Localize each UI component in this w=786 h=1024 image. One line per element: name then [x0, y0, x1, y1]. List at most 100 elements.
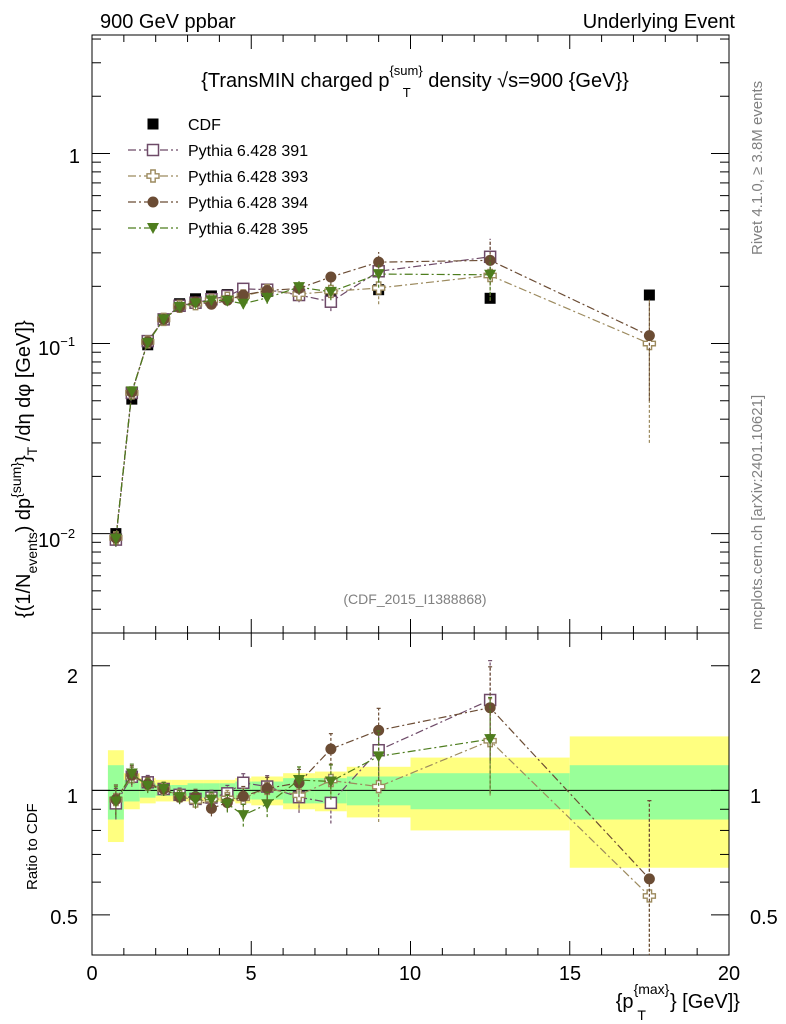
x-axis-title-a: {p [616, 991, 634, 1013]
legend-label-2: Pythia 6.428 393 [188, 169, 308, 186]
header-right-label: Underlying Event [583, 11, 736, 33]
legend-marker-3 [147, 196, 159, 208]
y-axis-tick-labels: 1 10−1 10−2 [38, 146, 80, 552]
legend-label-4: Pythia 6.428 395 [188, 221, 308, 238]
ratio-point-pythia-3-8 [237, 790, 249, 802]
x-axis-title-sup: {max} [634, 981, 670, 997]
series-line-4 [115, 273, 491, 539]
y-tick-label-0.1-exp: −1 [60, 334, 75, 349]
ratio-tick-label-2-left: 2 [67, 666, 78, 688]
x-axis-tick-labels: 0 5 10 15 20 [86, 963, 740, 985]
y-axis-title-c: } [13, 455, 35, 462]
y-tick-label-0.01-exp: −2 [60, 526, 75, 541]
y-tick-label-0.1-base: 10 [38, 338, 60, 360]
x-tick-label-20: 20 [718, 963, 740, 985]
ratio-point-pythia-4-0 [109, 796, 122, 808]
x-tick-label-0: 0 [86, 963, 97, 985]
point-pythia-3-12 [373, 256, 385, 268]
ratio-tick-label-0.5-left: 0.5 [50, 907, 78, 929]
chart-title-sup: {sum} [389, 63, 423, 78]
y-axis-title-sup: {sum} [8, 462, 24, 498]
y-axis-title: {(1/Nevents) dp{sum}}T /dη dφ [GeV]} [8, 320, 40, 618]
point-pythia-2-12 [371, 281, 386, 295]
point-pythia-4-6 [205, 295, 218, 307]
x-tick-label-10: 10 [399, 963, 421, 985]
point-pythia-4-8 [237, 298, 250, 310]
legend-label-1: Pythia 6.428 391 [188, 143, 308, 160]
analysis-id-label: (CDF_2015_I1388868) [343, 591, 486, 607]
y-axis-title-a: {(1/N [13, 574, 35, 618]
point-pythia-4-9 [261, 292, 274, 304]
ratio-point-pythia-4-8 [237, 810, 250, 822]
y-tick-label-0.1: 10−1 [38, 334, 75, 360]
point-pythia-3-8 [237, 289, 249, 301]
y-tick-label-1: 1 [69, 146, 80, 168]
chart-title: {TransMIN charged p{sum} T density √s=900… [201, 63, 629, 100]
ratio-point-pythia-4-7 [221, 798, 234, 810]
point-pythia-4-12 [372, 269, 385, 281]
ratio-point-pythia-4-3 [157, 783, 170, 795]
chart-title-b: density [423, 70, 497, 92]
ratio-point-pythia-3-12 [373, 724, 385, 736]
point-pythia-4-3 [157, 314, 170, 326]
ratio-point-pythia-3-14 [643, 873, 655, 885]
header-left-label: 900 GeV ppbar [100, 11, 236, 33]
ratio-point-pythia-3-6 [205, 802, 217, 814]
y-axis-title-sub1: events [24, 532, 40, 573]
ratio-plot-series [109, 660, 657, 955]
ratio-point-pythia-4-11 [324, 776, 337, 788]
ratio-tick-label-0.5-right: 0.5 [750, 907, 778, 929]
y-axis-title-sub2: T [24, 446, 40, 455]
point-pythia-4-13 [484, 269, 497, 281]
chart-title-c: s=900 {GeV}} [508, 70, 629, 92]
point-pythia-4-5 [189, 298, 202, 310]
point-cdf-14 [643, 289, 655, 301]
main-plot-series [109, 238, 657, 548]
ratio-point-pythia-3-11 [325, 743, 337, 755]
y-tick-label-0.01-base: 10 [38, 530, 60, 552]
x-tick-label-5: 5 [245, 963, 256, 985]
y-axis-title-d: /dη dφ [GeV]} [13, 320, 35, 447]
legend-marker-2 [146, 169, 160, 183]
ratio-point-pythia-4-1 [125, 768, 138, 780]
y-axis-title-b: ) dp [13, 498, 35, 532]
y-tick-label-0.01: 10−2 [38, 526, 75, 552]
legend-marker-1 [146, 143, 160, 157]
ratio-tick-label-2-right: 2 [750, 666, 761, 688]
ratio-point-pythia-3-9 [261, 782, 273, 794]
x-axis-title: {p{max} T } [GeV]} [616, 981, 741, 1023]
ratio-point-pythia-4-4 [173, 792, 186, 804]
ratio-point-pythia-4-9 [261, 799, 274, 811]
x-axis-title-b: } [GeV]} [670, 991, 740, 1013]
chart-title-a: {TransMIN charged p [201, 70, 389, 92]
ratio-point-pythia-2-12 [371, 779, 386, 794]
point-pythia-4-11 [324, 286, 337, 298]
ratio-point-pythia-4-13 [484, 734, 497, 746]
ratio-y-axis-title: Ratio to CDF [24, 803, 41, 890]
chart-title-sub: T [403, 85, 411, 100]
legend: CDF Pythia 6.428 391 Pythia 6.428 393 Pythi… [128, 117, 308, 238]
point-pythia-4-10 [293, 282, 306, 294]
point-pythia-3-14 [643, 330, 655, 342]
ratio-point-pythia-4-2 [141, 780, 154, 792]
point-pythia-4-2 [141, 337, 154, 349]
series-line-2 [115, 274, 650, 538]
legend-marker-4 [147, 223, 159, 234]
legend-label-3: Pythia 6.428 394 [188, 195, 308, 212]
x-axis-title-sub: T [637, 1007, 646, 1023]
ratio-point-pythia-4-6 [205, 794, 218, 806]
ratio-tick-label-1-left: 1 [67, 786, 78, 808]
point-pythia-4-0 [109, 533, 122, 545]
point-pythia-4-7 [221, 295, 234, 307]
series-line-1 [115, 256, 491, 540]
legend-marker-0 [147, 118, 159, 130]
chart-title-root: √ [497, 70, 508, 92]
point-pythia-4-1 [125, 386, 138, 398]
ratio-point-pythia-4-5 [189, 794, 202, 806]
rivet-version-label: Rivet 4.1.0, ≥ 3.8M events [749, 81, 766, 255]
ratio-point-pythia-4-12 [372, 751, 385, 763]
legend-label-0: CDF [188, 117, 221, 134]
ratio-tick-labels: 2 1 0.5 2 1 0.5 [50, 666, 778, 929]
x-tick-label-15: 15 [559, 963, 581, 985]
